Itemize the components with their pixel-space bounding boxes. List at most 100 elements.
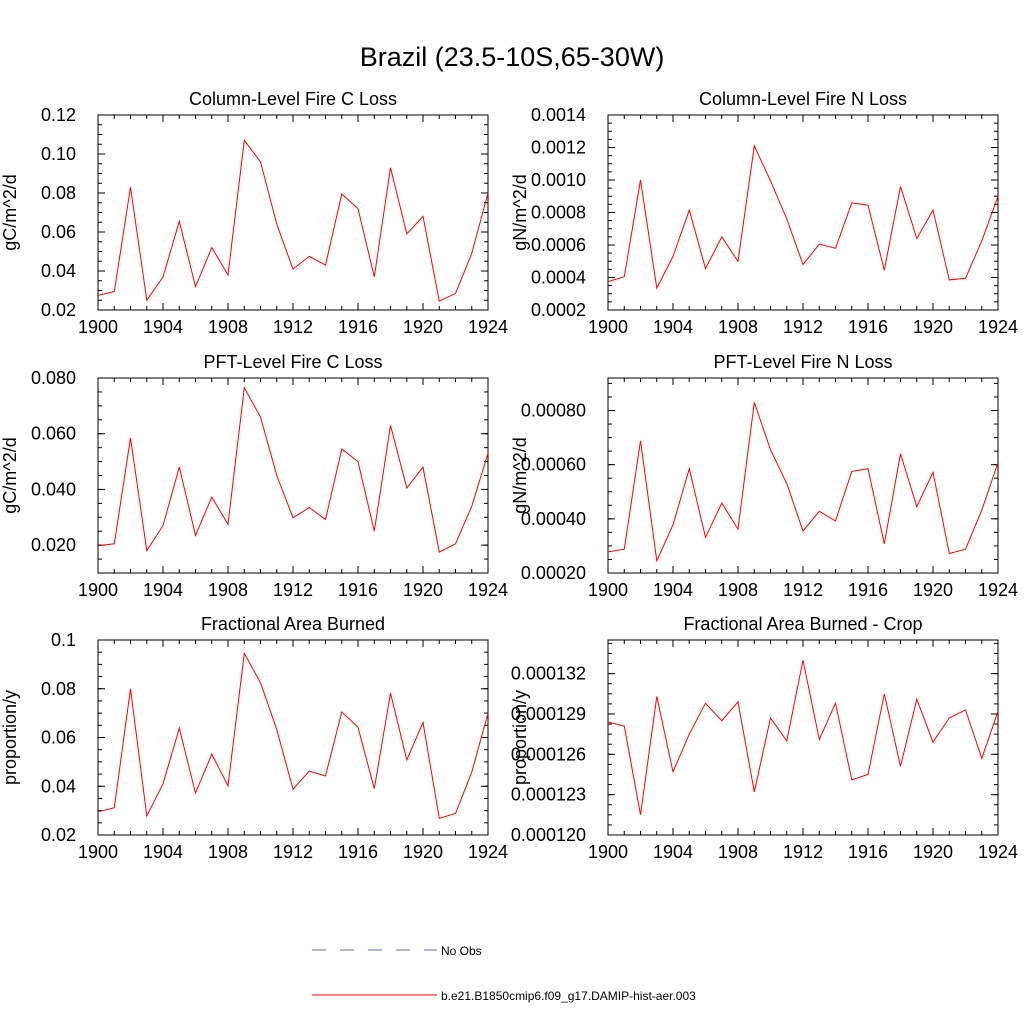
x-tick-label: 1904 (653, 580, 693, 600)
series-line (607, 660, 999, 815)
y-tick-label: 0.06 (41, 728, 76, 748)
y-tick-label: 0.0006 (531, 235, 586, 255)
panel-1: Column-Level Fire C Loss gC/m^2/d 1900 1904… (0, 89, 508, 337)
x-tick-label: 1904 (653, 842, 693, 862)
x-tick-label: 1916 (848, 842, 888, 862)
x-tick-label: 1916 (338, 842, 378, 862)
panel-title: Column-Level Fire C Loss (189, 89, 397, 109)
x-tick-label: 1904 (143, 842, 183, 862)
y-tick-label: 0.10 (41, 144, 76, 164)
x-tick-label: 1920 (913, 580, 953, 600)
y-tick-label: 0.00040 (521, 509, 586, 529)
panel-3: PFT-Level Fire C Loss gC/m^2/d 1900 1904 190… (0, 352, 508, 600)
y-tick-label: 0.00080 (521, 401, 586, 421)
y-tick-label: 0.0012 (531, 138, 586, 158)
x-tick-label: 1920 (913, 317, 953, 337)
plot-frame (607, 377, 999, 574)
x-tick-label: 1912 (783, 580, 823, 600)
plot-frame (607, 639, 999, 836)
panel-title: Fractional Area Burned (201, 614, 385, 634)
x-tick-label: 1900 (78, 317, 118, 337)
series-line (97, 386, 489, 553)
x-tick-label: 1904 (143, 580, 183, 600)
x-tick-label: 1908 (208, 842, 248, 862)
plot-frame (97, 114, 489, 311)
panel-6: Fractional Area Burned - Crop proportion/… (510, 614, 1018, 862)
series-line (607, 144, 999, 290)
y-tick-label: 0.000123 (511, 785, 586, 805)
y-tick-label: 0.0014 (531, 105, 586, 125)
y-tick-label: 0.06 (41, 222, 76, 242)
y-tick-label: 0.00060 (521, 455, 586, 475)
x-tick-label: 1904 (653, 317, 693, 337)
x-tick-label: 1912 (783, 842, 823, 862)
y-tick-label: 0.08 (41, 679, 76, 699)
series-line (97, 651, 489, 820)
y-tick-label: 0.040 (31, 479, 76, 499)
x-tick-label: 1900 (78, 842, 118, 862)
y-tick-label: 0.0010 (531, 170, 586, 190)
x-tick-label: 1908 (718, 580, 758, 600)
y-tick-label: 0.000129 (511, 704, 586, 724)
y-axis-label: proportion/y (510, 690, 530, 785)
x-tick-label: 1900 (78, 580, 118, 600)
x-tick-label: 1908 (718, 842, 758, 862)
x-tick-label: 1920 (403, 580, 443, 600)
legend-item-model: b.e21.B1850cmip6.f09_g17.DAMIP-hist-aer.… (312, 989, 696, 1003)
y-tick-label: 0.020 (31, 535, 76, 555)
y-axis-label: gN/m^2/d (510, 174, 530, 250)
plot-frame (97, 377, 489, 574)
x-tick-label: 1904 (143, 317, 183, 337)
panel-title: PFT-Level Fire N Loss (713, 352, 892, 372)
y-tick-label: 0.080 (31, 368, 76, 388)
y-tick-label: 0.04 (41, 261, 76, 281)
legend-item-no-obs: No Obs (312, 944, 482, 958)
x-tick-label: 1912 (783, 317, 823, 337)
y-axis-label: gN/m^2/d (510, 437, 530, 513)
panel-2: Column-Level Fire N Loss gN/m^2/d 1900 1904… (510, 89, 1018, 337)
legend-label-no-obs: No Obs (441, 944, 482, 958)
series-line (607, 402, 999, 563)
x-tick-label: 1920 (403, 842, 443, 862)
x-tick-label: 1912 (273, 842, 313, 862)
y-tick-label: 0.0008 (531, 203, 586, 223)
x-tick-label: 1924 (978, 317, 1018, 337)
x-tick-label: 1900 (588, 842, 628, 862)
y-axis-label: gC/m^2/d (0, 437, 20, 513)
legend-label-model: b.e21.B1850cmip6.f09_g17.DAMIP-hist-aer.… (441, 989, 696, 1003)
legend: No Obs b.e21.B1850cmip6.f09_g17.DAMIP-hi… (312, 944, 696, 1003)
x-tick-label: 1908 (208, 317, 248, 337)
x-tick-label: 1924 (978, 580, 1018, 600)
x-tick-label: 1912 (273, 580, 313, 600)
y-tick-label: 0.08 (41, 183, 76, 203)
y-axis-label: proportion/y (0, 690, 20, 785)
x-tick-label: 1900 (588, 317, 628, 337)
y-tick-label: 0.0004 (531, 268, 586, 288)
x-tick-label: 1920 (913, 842, 953, 862)
x-tick-label: 1900 (588, 580, 628, 600)
series-line (97, 139, 489, 302)
y-tick-label: 0.000120 (511, 825, 586, 845)
panel-title: Fractional Area Burned - Crop (683, 614, 922, 634)
y-tick-label: 0.060 (31, 424, 76, 444)
x-tick-label: 1924 (978, 842, 1018, 862)
panel-4: PFT-Level Fire N Loss gN/m^2/d 1900 1904 190… (510, 352, 1018, 600)
x-tick-label: 1916 (338, 317, 378, 337)
y-tick-label: 0.02 (41, 825, 76, 845)
plot-frame (607, 114, 999, 311)
panels: Column-Level Fire C Loss gC/m^2/d 1900 1904… (0, 89, 1018, 862)
panel-5: Fractional Area Burned proportion/y 1900 19… (0, 614, 508, 862)
x-tick-label: 1920 (403, 317, 443, 337)
x-tick-label: 1916 (338, 580, 378, 600)
x-tick-label: 1912 (273, 317, 313, 337)
y-tick-label: 0.0002 (531, 300, 586, 320)
plot-frame (97, 639, 489, 836)
panel-title: Column-Level Fire N Loss (699, 89, 907, 109)
y-tick-label: 0.1 (51, 630, 76, 650)
y-tick-label: 0.12 (41, 105, 76, 125)
x-tick-label: 1916 (848, 580, 888, 600)
x-tick-label: 1924 (468, 842, 508, 862)
y-tick-label: 0.02 (41, 300, 76, 320)
y-axis-label: gC/m^2/d (0, 174, 20, 250)
